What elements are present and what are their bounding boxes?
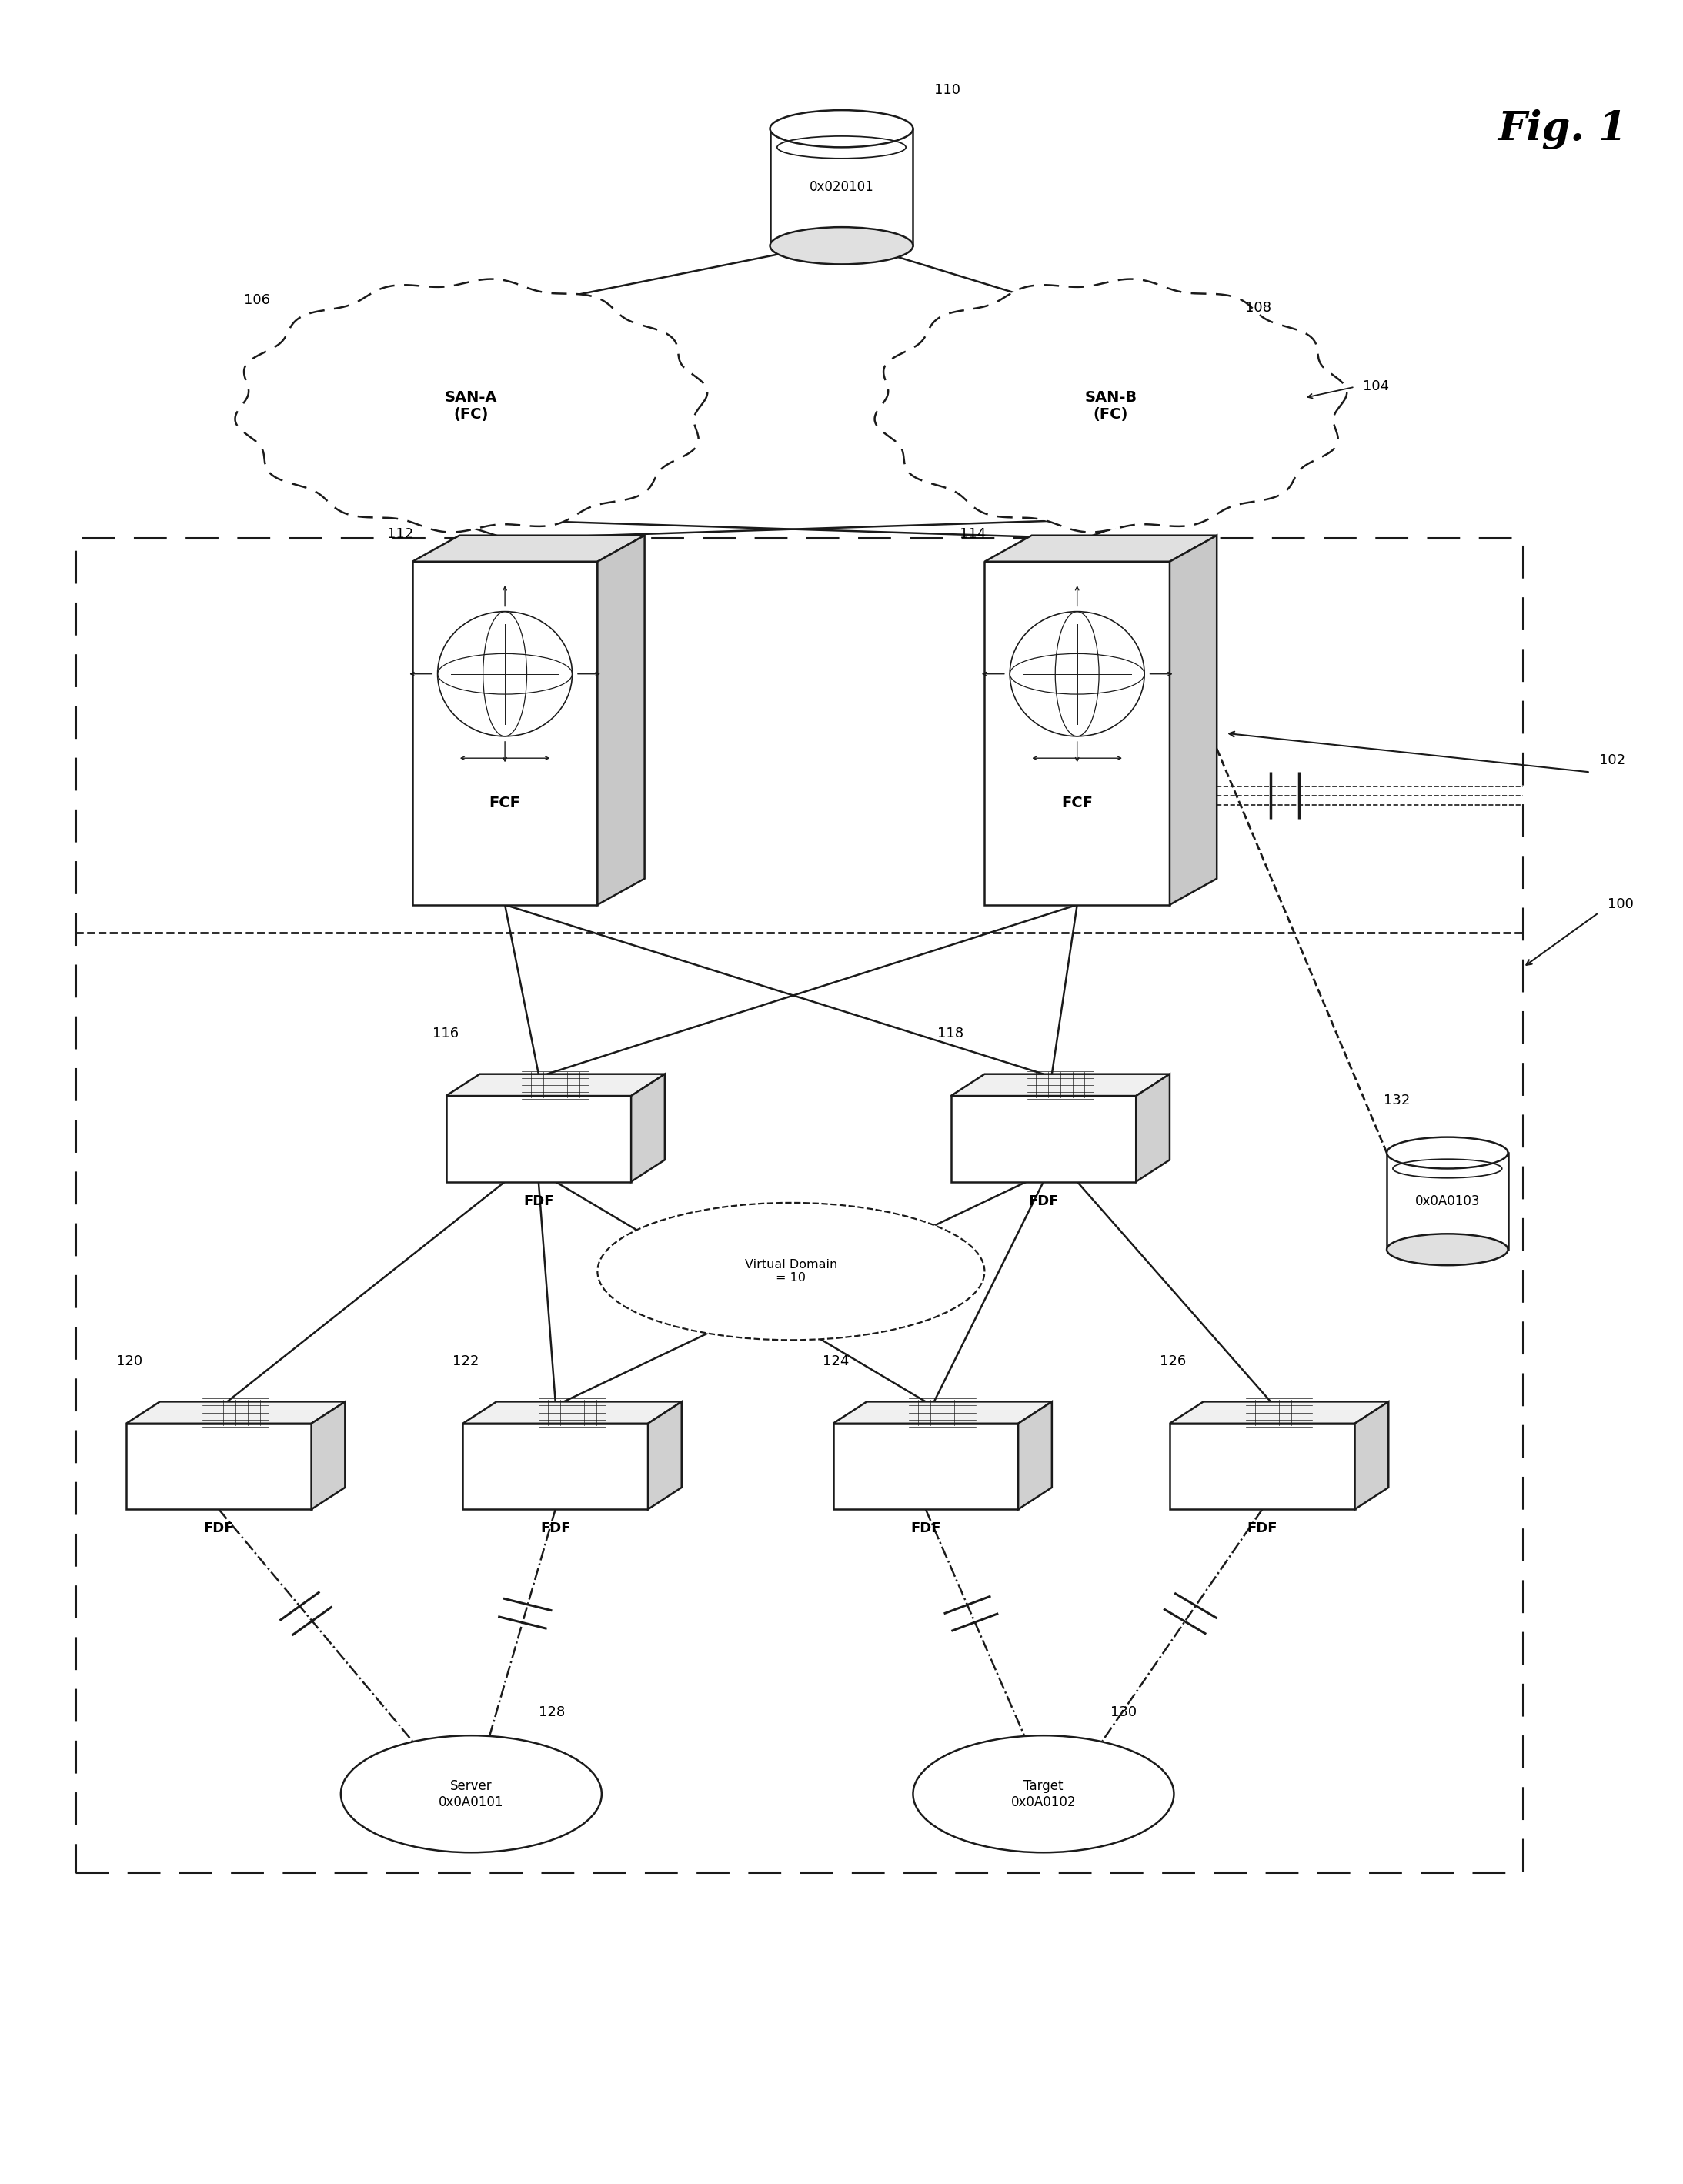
Text: FDF: FDF bbox=[204, 1522, 234, 1535]
Text: 102: 102 bbox=[1599, 753, 1626, 767]
Polygon shape bbox=[1018, 1402, 1052, 1509]
Polygon shape bbox=[631, 1075, 665, 1182]
Text: 100: 100 bbox=[1607, 898, 1633, 911]
Polygon shape bbox=[446, 1096, 631, 1182]
Polygon shape bbox=[1170, 1424, 1355, 1509]
Text: 112: 112 bbox=[387, 526, 414, 542]
Text: 110: 110 bbox=[934, 83, 961, 96]
Polygon shape bbox=[771, 129, 912, 247]
Text: FCF: FCF bbox=[490, 797, 520, 810]
Text: 124: 124 bbox=[823, 1354, 850, 1367]
Ellipse shape bbox=[1387, 1234, 1508, 1265]
Polygon shape bbox=[412, 561, 597, 904]
Ellipse shape bbox=[1387, 1138, 1508, 1168]
Polygon shape bbox=[985, 561, 1170, 904]
Polygon shape bbox=[648, 1402, 682, 1509]
Polygon shape bbox=[875, 280, 1346, 533]
Text: 118: 118 bbox=[937, 1026, 964, 1040]
Text: 132: 132 bbox=[1383, 1094, 1410, 1107]
Text: 126: 126 bbox=[1160, 1354, 1187, 1367]
Polygon shape bbox=[311, 1402, 345, 1509]
Polygon shape bbox=[236, 280, 707, 533]
Ellipse shape bbox=[769, 227, 912, 264]
Text: 0x0A0103: 0x0A0103 bbox=[1415, 1195, 1479, 1208]
Text: 116: 116 bbox=[433, 1026, 459, 1040]
Text: Server
0x0A0101: Server 0x0A0101 bbox=[439, 1780, 503, 1808]
Polygon shape bbox=[126, 1402, 345, 1424]
Text: FDF: FDF bbox=[911, 1522, 941, 1535]
Polygon shape bbox=[951, 1096, 1136, 1182]
Text: 0x020101: 0x020101 bbox=[810, 181, 873, 194]
Text: 114: 114 bbox=[959, 526, 986, 542]
Polygon shape bbox=[1136, 1075, 1170, 1182]
Text: FDF: FDF bbox=[523, 1195, 554, 1208]
Polygon shape bbox=[597, 535, 645, 904]
Ellipse shape bbox=[912, 1736, 1175, 1852]
Text: 106: 106 bbox=[244, 293, 271, 308]
Ellipse shape bbox=[340, 1736, 603, 1852]
Text: 108: 108 bbox=[1245, 301, 1272, 314]
Text: SAN-B
(FC): SAN-B (FC) bbox=[1084, 389, 1138, 422]
Text: 122: 122 bbox=[453, 1354, 480, 1367]
Text: 130: 130 bbox=[1111, 1706, 1138, 1719]
Polygon shape bbox=[833, 1402, 1052, 1424]
Text: 120: 120 bbox=[116, 1354, 143, 1367]
Text: FDF: FDF bbox=[540, 1522, 571, 1535]
Polygon shape bbox=[951, 1075, 1170, 1096]
Polygon shape bbox=[1170, 1402, 1388, 1424]
Polygon shape bbox=[126, 1424, 311, 1509]
Text: 128: 128 bbox=[539, 1706, 565, 1719]
Polygon shape bbox=[463, 1424, 648, 1509]
Text: Fig. 1: Fig. 1 bbox=[1498, 109, 1627, 149]
Polygon shape bbox=[1355, 1402, 1388, 1509]
Ellipse shape bbox=[769, 109, 912, 146]
Text: Virtual Domain
= 10: Virtual Domain = 10 bbox=[746, 1258, 836, 1284]
Text: FDF: FDF bbox=[1247, 1522, 1277, 1535]
Polygon shape bbox=[412, 535, 645, 561]
Polygon shape bbox=[1170, 535, 1217, 904]
Text: 104: 104 bbox=[1363, 380, 1390, 393]
Polygon shape bbox=[446, 1075, 665, 1096]
Polygon shape bbox=[1387, 1153, 1508, 1249]
Polygon shape bbox=[833, 1424, 1018, 1509]
Polygon shape bbox=[463, 1402, 682, 1424]
Text: SAN-A
(FC): SAN-A (FC) bbox=[444, 389, 498, 422]
Ellipse shape bbox=[597, 1203, 985, 1341]
Text: Target
0x0A0102: Target 0x0A0102 bbox=[1011, 1780, 1075, 1808]
Text: FCF: FCF bbox=[1062, 797, 1092, 810]
Circle shape bbox=[438, 612, 572, 736]
Polygon shape bbox=[985, 535, 1217, 561]
Text: FDF: FDF bbox=[1028, 1195, 1059, 1208]
Circle shape bbox=[1010, 612, 1144, 736]
